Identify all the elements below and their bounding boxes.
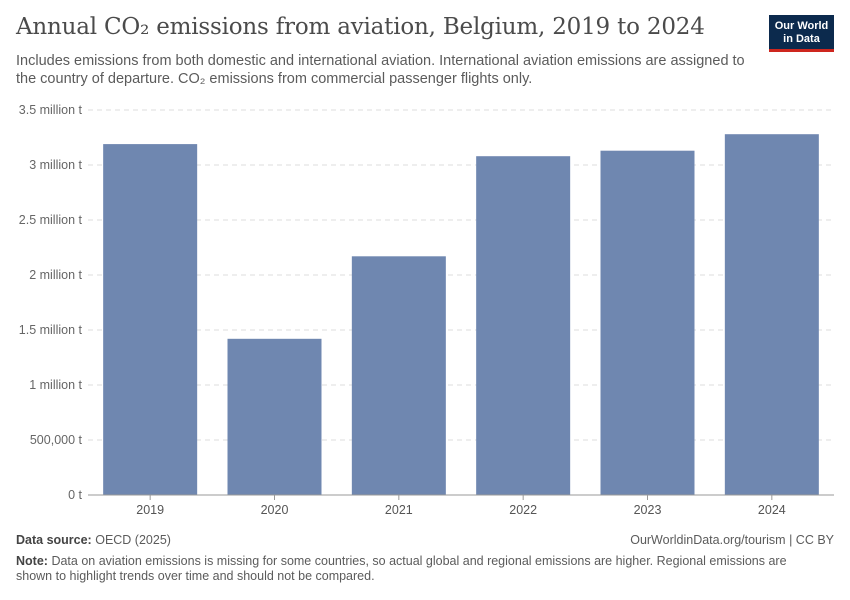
source-url[interactable]: OurWorldinData.org/tourism | CC BY [630, 533, 834, 547]
y-tick-label: 0 t [68, 488, 82, 502]
bar-2021[interactable] [351, 256, 446, 495]
note-text: Data on aviation emissions is missing fo… [16, 554, 787, 583]
bar-2022[interactable] [476, 156, 571, 495]
chart-note: Note: Data on aviation emissions is miss… [16, 554, 816, 584]
x-tick-label: 2019 [136, 503, 164, 517]
y-tick-label: 500,000 t [30, 433, 83, 447]
x-axis-tick-labels: 2019 2020 2021 2022 2023 2024 [136, 495, 786, 517]
logo-line-1: Our World [774, 20, 829, 32]
y-tick-label: 2.5 million t [19, 213, 83, 227]
owid-logo[interactable]: Our World in Data [769, 15, 834, 52]
chart-title: Annual CO₂ emissions from aviation, Belg… [16, 14, 705, 40]
data-source: Data source: OECD (2025) [16, 533, 171, 547]
x-tick-label: 2023 [634, 503, 662, 517]
x-tick-label: 2022 [509, 503, 537, 517]
x-tick-label: 2020 [261, 503, 289, 517]
x-tick-label: 2024 [758, 503, 786, 517]
bar-chart: 0 t 500,000 t 1 million t 1.5 million t 2 mi… [19, 103, 834, 517]
gridlines [88, 109, 834, 441]
y-tick-label: 2 million t [29, 268, 82, 282]
note-label: Note: [16, 554, 48, 568]
bar-2020[interactable] [227, 338, 322, 495]
y-axis-tick-labels: 0 t 500,000 t 1 million t 1.5 million t 2 mi… [19, 103, 83, 502]
bar-2023[interactable] [600, 150, 695, 495]
y-tick-label: 1.5 million t [19, 323, 83, 337]
data-source-label: Data source: [16, 533, 92, 547]
y-tick-label: 3.5 million t [19, 103, 83, 117]
chart-subtitle: Includes emissions from both domestic an… [16, 53, 745, 87]
data-source-link[interactable]: OECD (2025) [95, 533, 171, 547]
bars [103, 134, 819, 495]
logo-line-2: in Data [783, 32, 820, 45]
y-tick-label: 3 million t [29, 158, 82, 172]
bar-2019[interactable] [103, 144, 198, 495]
y-tick-label: 1 million t [29, 378, 82, 392]
bar-2024[interactable] [724, 134, 819, 495]
x-tick-label: 2021 [385, 503, 413, 517]
